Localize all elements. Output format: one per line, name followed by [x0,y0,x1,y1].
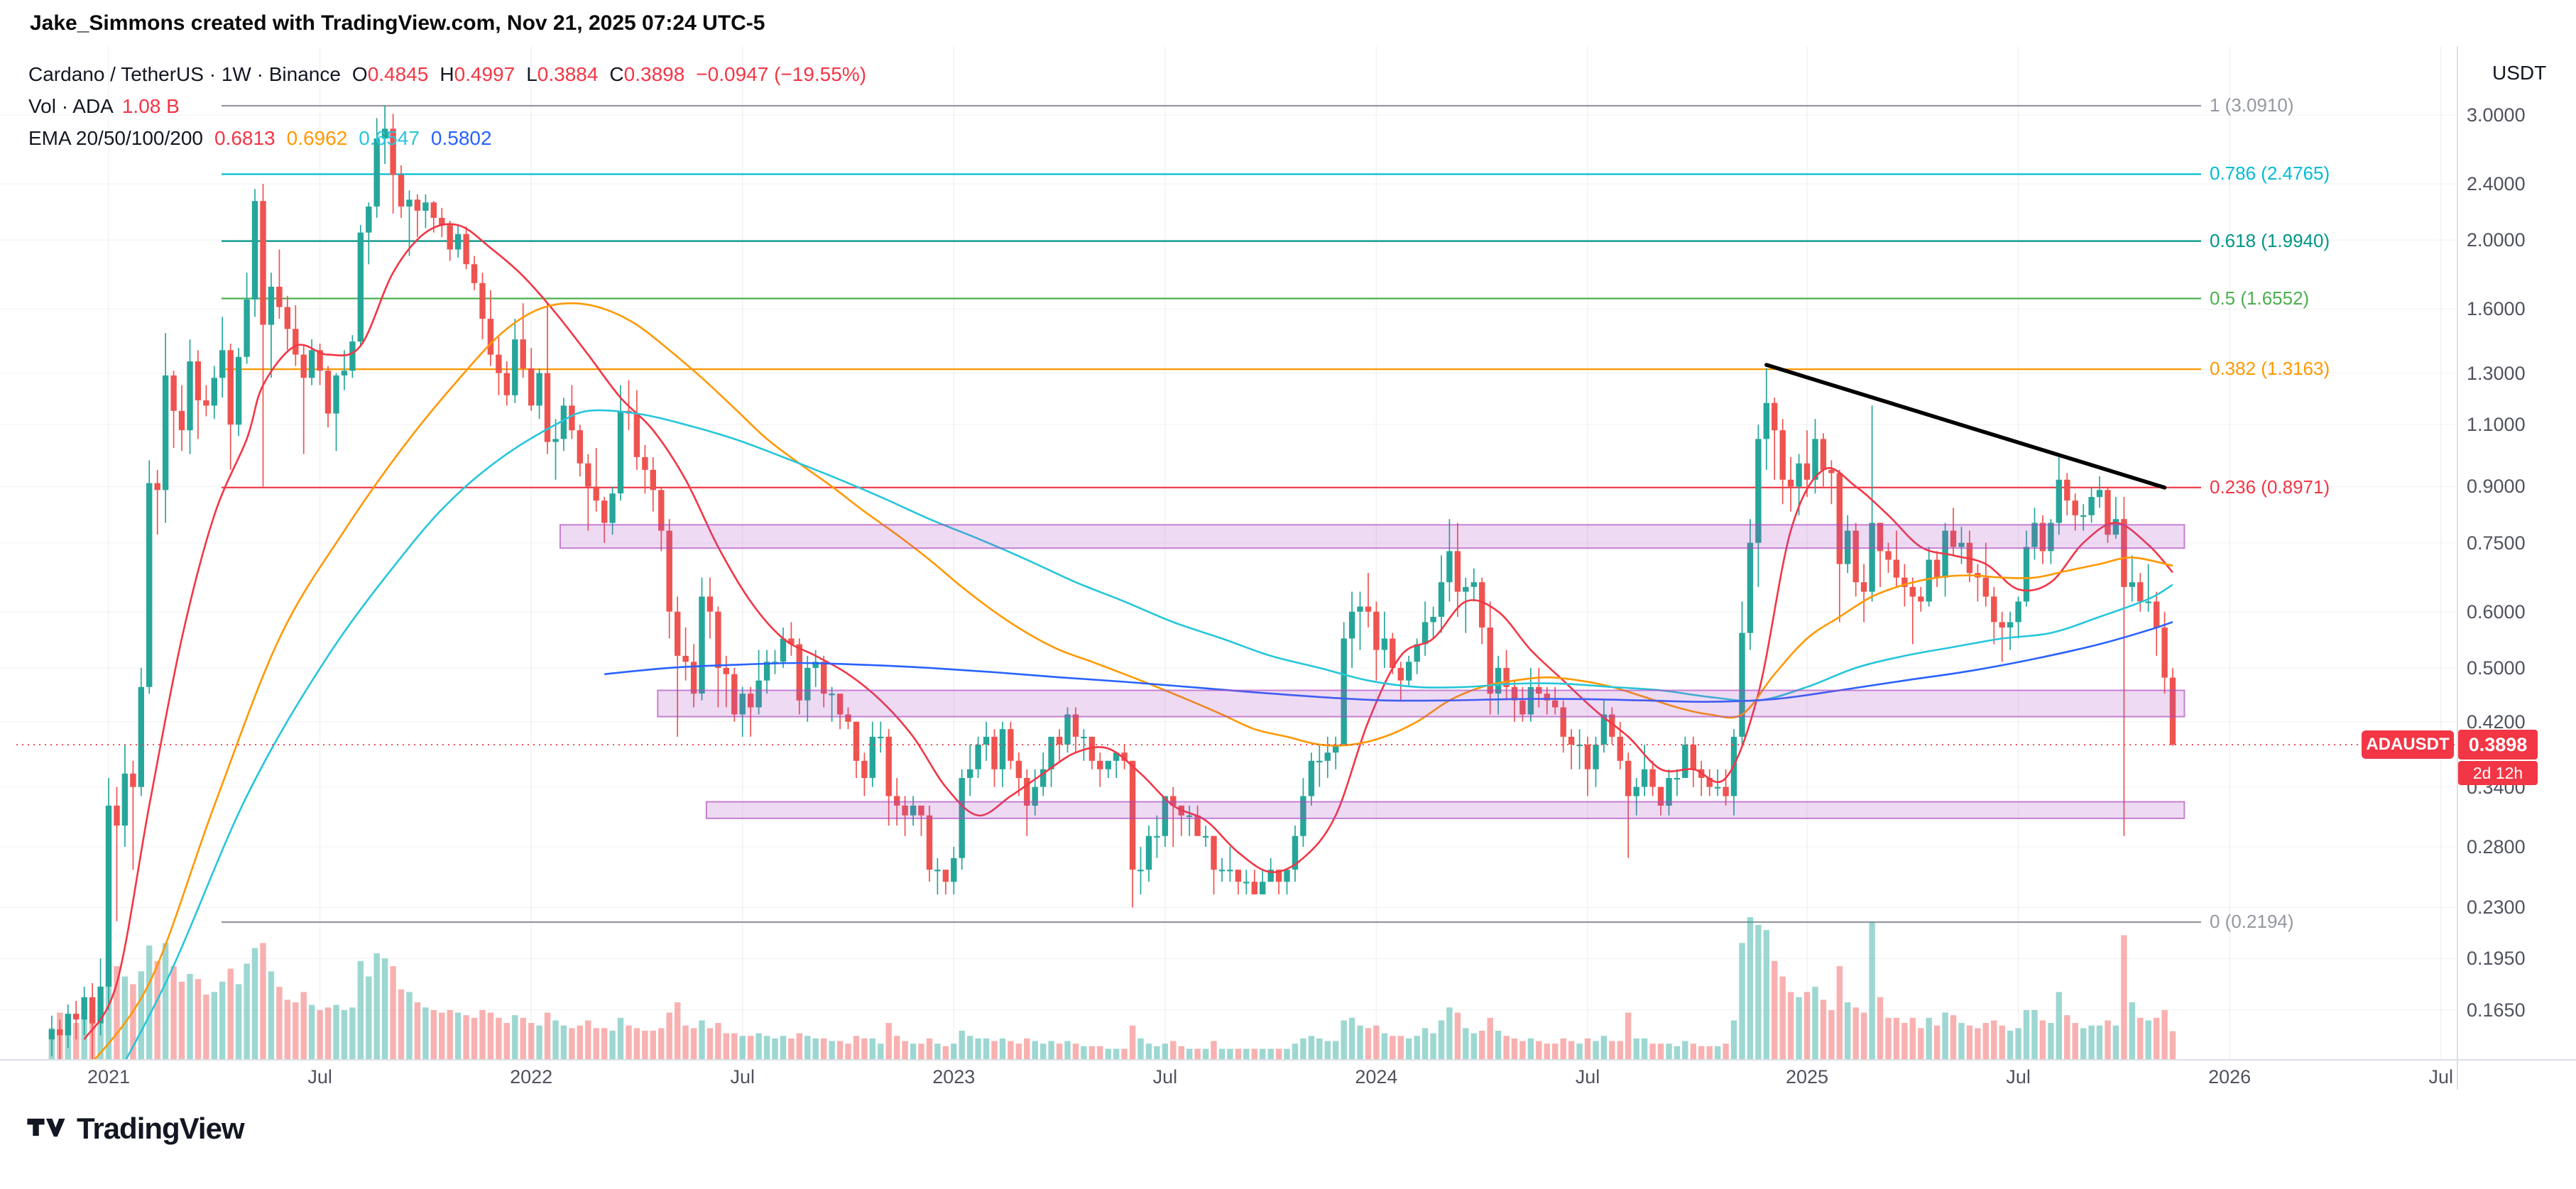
ema100-value: 0.6547 [359,127,420,149]
ema-label: EMA 20/50/100/200 [28,127,203,149]
change-value: −0.0947 (−19.55%) [696,63,867,85]
price-axis-border [2457,46,2458,1090]
legend-ema-row[interactable]: EMA 20/50/100/200 0.6813 0.6962 0.6547 0.580… [28,122,866,154]
fib-level-label: 0.618 (1.9940) [2210,229,2330,251]
time-axis-border [0,1059,2576,1061]
time-tick-label: Jul [1152,1066,1178,1087]
brand-text: TradingView [77,1112,245,1145]
low-value: 0.3884 [537,63,599,85]
legend-symbol-row[interactable]: Cardano / TetherUS · 1W · Binance O0.4845… [28,58,866,90]
time-tick-label: 2026 [2208,1066,2252,1087]
price-axis-currency: USDT [2492,62,2547,84]
price-zones[interactable] [559,524,2185,819]
time-tick-label: Jul [2006,1066,2031,1087]
legend-volume-row[interactable]: Vol · ADA 1.08 B [28,90,866,122]
price-tick-label: 0.1950 [2467,948,2526,970]
time-tick-label: Jul [1575,1066,1600,1087]
price-tick-label: 0.1650 [2467,999,2526,1021]
fib-level-label: 0 (0.2194) [2210,910,2294,932]
price-tick-label: 0.9000 [2467,476,2526,498]
price-tick-label: 0.4200 [2467,711,2526,733]
fib-retracement-lines[interactable] [222,104,2201,924]
price-tick-label: 0.2300 [2467,897,2526,919]
volume-bars [48,917,2176,1059]
symbol-title[interactable]: Cardano / TetherUS · 1W · Binance [28,63,341,85]
fib-level-label: 1 (3.0910) [2210,94,2294,116]
ema50-value: 0.6962 [286,127,348,149]
fib-level-label: 0.382 (1.3163) [2210,358,2330,380]
price-axis[interactable]: USDT 3.0000 2.4000 2.0000 1.6000 1.3000 1.100… [2458,46,2576,1090]
bar-countdown-label: 2d 12h [2458,761,2538,786]
volume-value: 1.08 B [121,95,180,117]
open-value: 0.4845 [367,63,429,85]
price-tick-label: 0.5000 [2467,657,2526,679]
time-tick-label: Jul [307,1066,332,1087]
tradingview-brand[interactable]: TradingView [26,1112,245,1146]
price-tick-label: 2.4000 [2467,173,2526,195]
price-tick-label: 1.3000 [2467,362,2526,384]
price-tick-label: 3.0000 [2467,104,2526,126]
close-label: C [609,63,624,85]
low-label: L [526,63,537,85]
high-value: 0.4997 [454,63,515,85]
time-tick-label: 2025 [1785,1066,1829,1087]
price-tick-label: 1.6000 [2467,298,2526,320]
close-value: 0.3898 [623,63,685,85]
high-label: H [440,63,454,85]
time-tick-label: Jul [2428,1066,2453,1087]
attribution-text: Jake_Simmons created with TradingView.co… [30,11,765,35]
ema-lines [83,223,2173,1059]
fib-level-label: 0.5 (1.6552) [2210,287,2310,309]
ema200-value: 0.5802 [430,127,492,149]
tradingview-logo-icon [26,1114,67,1144]
time-tick-label: 2022 [510,1066,553,1087]
time-tick-label: Jul [730,1066,755,1087]
candles [48,106,2176,1059]
volume-label: Vol · ADA [28,95,114,117]
time-tick-label: 2024 [1355,1066,1398,1087]
time-tick-label: 2023 [932,1066,976,1087]
time-tick-label: 2021 [87,1066,131,1087]
price-tick-label: 0.7500 [2467,532,2526,554]
price-tick-label: 0.6000 [2467,601,2526,623]
gridlines [0,46,2457,1059]
last-price-label: 0.3898 [2458,730,2538,760]
chart-legend: Cardano / TetherUS · 1W · Binance O0.4845… [28,58,866,154]
price-tick-label: 2.0000 [2467,229,2526,251]
open-label: O [351,63,368,85]
series-price-pill: ADAUSDT [2362,730,2454,760]
fib-level-label: 0.236 (0.8971) [2210,476,2330,498]
time-axis[interactable]: 2021 Jul 2022 Jul 2023 Jul 2024 Jul 2025 Jul 2026 J… [0,1061,2576,1092]
trendline[interactable] [1764,363,2167,490]
ema20-value: 0.6813 [214,127,275,149]
fib-level-label: 0.786 (2.4765) [2210,163,2330,185]
price-tick-label: 0.2800 [2467,835,2526,857]
price-tick-label: 1.1000 [2467,414,2526,436]
